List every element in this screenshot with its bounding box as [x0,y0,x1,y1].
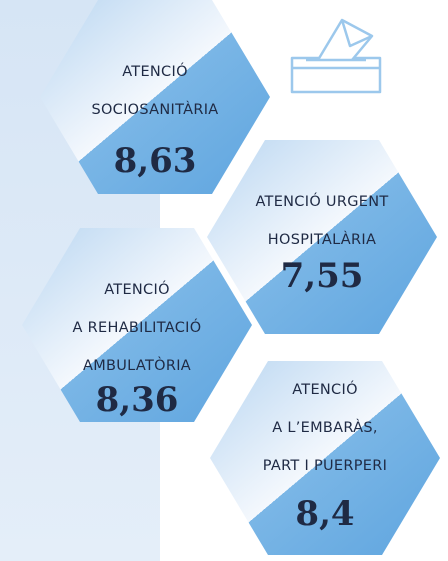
hexagon [22,228,252,422]
hexagon-score: 8,36 [96,380,179,420]
hexagon [210,361,440,555]
hexagon-label: A REHABILITACIÓ [73,318,202,336]
hexagon-label: A L’EMBARÀS, [272,419,378,436]
hexagon-label: ATENCIÓ [122,62,188,80]
hexagon-label: SOCIOSANITÀRIA [91,101,218,118]
hexagon-label: ATENCIÓ URGENT [255,192,388,210]
hexagon-group: ATENCIÓ SOCIOSANITÀRIA 8,63 ATENCIÓ URGENT H… [22,0,440,555]
hexagon-label: ATENCIÓ [104,280,170,298]
hexagon-label: PART I PUERPERI [263,458,387,474]
ballot-icon [290,18,382,94]
hexagon-label: AMBULATÒRIA [83,356,191,374]
hexagon-score: 8,63 [114,141,197,181]
hexagon-label: ATENCIÓ [292,380,358,398]
hexagon [40,0,270,194]
hexagon-score: 7,55 [281,256,364,296]
hexagon-score: 8,4 [295,494,354,534]
hexagon [207,140,437,334]
hexagon-label: HOSPITALÀRIA [268,231,376,248]
